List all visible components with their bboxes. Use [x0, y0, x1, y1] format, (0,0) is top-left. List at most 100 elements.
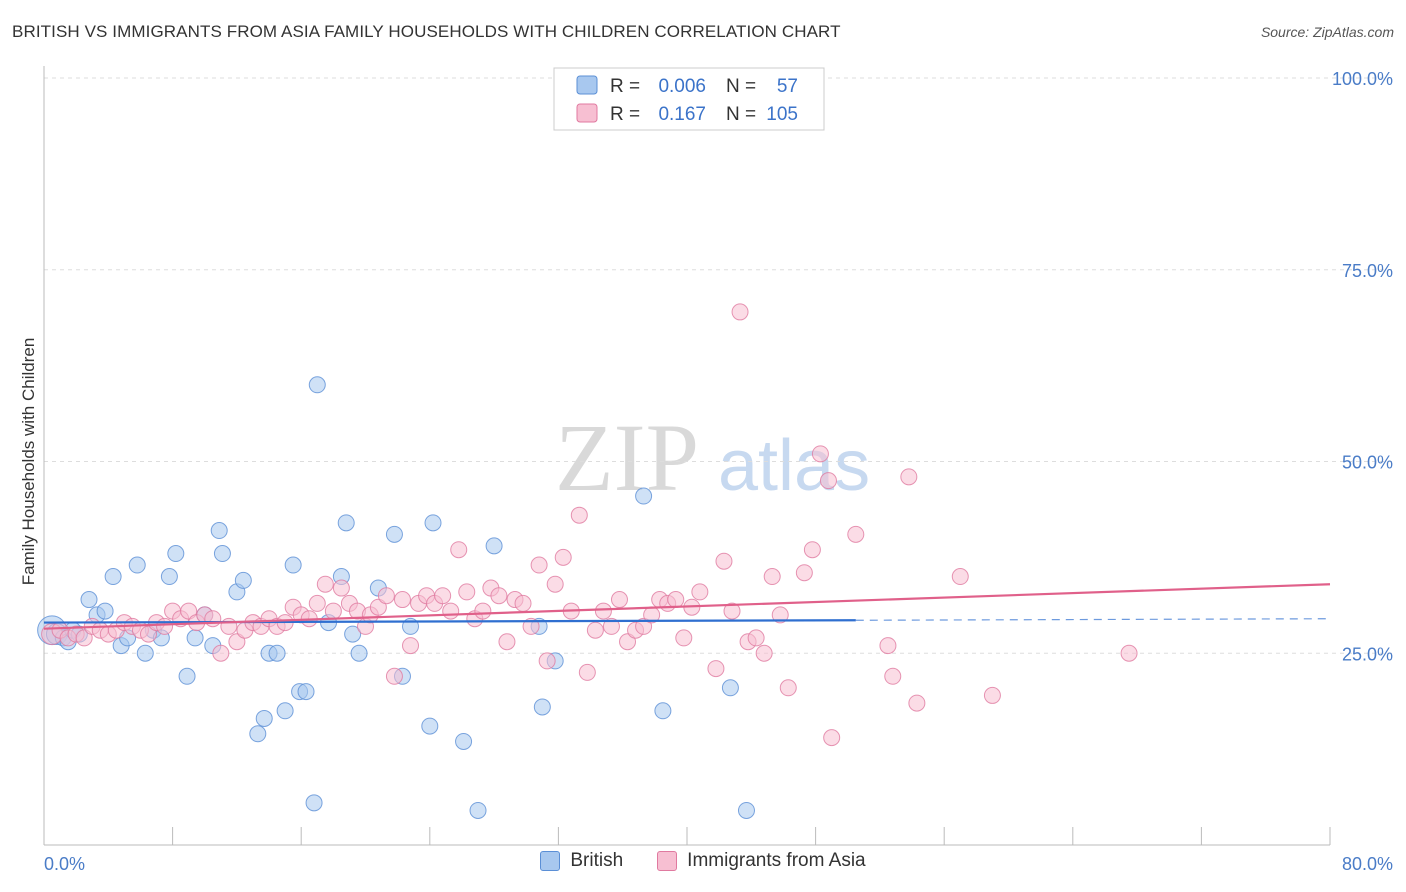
british-point: [297, 683, 315, 701]
british-point: [104, 568, 122, 586]
legend-british-r-value: 0.006: [658, 76, 706, 97]
asia-point: [434, 587, 452, 605]
y-axis-label: Family Households with Children: [19, 338, 38, 586]
asia-point: [578, 663, 596, 681]
british-point: [737, 801, 755, 819]
watermark-zip: ZIP: [555, 404, 699, 511]
british-point: [186, 629, 204, 647]
british-point: [635, 487, 653, 505]
british-point: [96, 602, 114, 620]
asia-point: [908, 694, 926, 712]
legend-item-asia: Immigrants from Asia: [657, 850, 866, 872]
legend-british-n-value: 57: [777, 76, 798, 97]
british-point: [255, 709, 273, 727]
legend-asia-n-value: 105: [766, 104, 798, 125]
british-point: [128, 556, 146, 574]
british-trend-line: [43, 619, 856, 624]
legend-label-asia: Immigrants from Asia: [687, 850, 866, 871]
british-point: [210, 522, 228, 540]
asia-point: [691, 583, 709, 601]
british-point: [533, 698, 551, 716]
asia-point: [779, 679, 797, 697]
british-point: [385, 525, 403, 543]
british-point: [337, 514, 355, 532]
asia-point: [570, 506, 588, 524]
asia-point: [204, 610, 222, 628]
british-point: [485, 537, 503, 555]
asia-point: [393, 591, 411, 609]
asia-point: [675, 629, 693, 647]
asia-point: [538, 652, 556, 670]
asia-point: [474, 602, 492, 620]
asia-point: [369, 598, 387, 616]
asia-point: [884, 667, 902, 685]
british-point: [284, 556, 302, 574]
british-point: [424, 514, 442, 532]
legend-asia-n-label: N =: [726, 104, 756, 125]
asia-point: [667, 591, 685, 609]
legend-british-n-label: N =: [726, 76, 756, 97]
british-point: [276, 702, 294, 720]
asia-point: [385, 667, 403, 685]
asia-point: [458, 583, 476, 601]
asia-point: [795, 564, 813, 582]
chart-title: BRITISH VS IMMIGRANTS FROM ASIA FAMILY H…: [12, 22, 841, 41]
british-point: [136, 644, 154, 662]
asia-point: [514, 594, 532, 612]
asia-point: [402, 637, 420, 655]
legend-british-r-label: R =: [610, 76, 640, 97]
asia-points: [41, 303, 1138, 747]
asia-point: [635, 617, 653, 635]
asia-point: [819, 472, 837, 490]
legend-asia-r-label: R =: [610, 104, 640, 125]
asia-point: [554, 548, 572, 566]
asia-point: [228, 633, 246, 651]
asia-point: [450, 541, 468, 559]
british-point: [421, 717, 439, 735]
asia-point: [220, 617, 238, 635]
british-point: [721, 679, 739, 697]
asia-point: [442, 602, 460, 620]
asia-point: [180, 602, 198, 620]
y-tick-label: 100.0%: [1332, 69, 1393, 89]
british-point: [80, 591, 98, 609]
asia-point: [498, 633, 516, 651]
asia-point: [823, 729, 841, 747]
british-point: [234, 571, 252, 589]
y-tick-label: 25.0%: [1342, 644, 1393, 664]
asia-point: [602, 617, 620, 635]
trend-lines: [43, 583, 1331, 630]
legend-item-british: British: [540, 850, 623, 872]
british-point: [350, 644, 368, 662]
asia-point: [723, 602, 741, 620]
british-point: [167, 545, 185, 563]
watermark-atlas: atlas: [718, 426, 870, 506]
bottom-legend: British Immigrants from Asia: [0, 850, 1406, 872]
british-point: [160, 568, 178, 586]
asia-point: [755, 644, 773, 662]
british-point: [213, 545, 231, 563]
asia-point: [586, 621, 604, 639]
asia-point: [546, 575, 564, 593]
legend-box: R = 0.006 N = 57 R = 0.167 N = 105: [553, 67, 825, 131]
british-point: [455, 732, 473, 750]
asia-point: [803, 541, 821, 559]
asia-swatch: [657, 851, 678, 871]
y-tick-label: 50.0%: [1342, 453, 1393, 473]
british-point: [469, 801, 487, 819]
asia-point: [594, 602, 612, 620]
asia-point: [490, 587, 508, 605]
asia-point: [763, 568, 781, 586]
asia-point: [332, 579, 350, 597]
british-point: [344, 625, 362, 643]
asia-point: [747, 629, 765, 647]
asia-point: [715, 552, 733, 570]
asia-point: [771, 606, 789, 624]
asia-point: [900, 468, 918, 486]
asia-point: [983, 686, 1001, 704]
source-label: Source: ZipAtlas.com: [1260, 24, 1394, 40]
asia-point: [156, 617, 174, 635]
axes: [43, 66, 1331, 846]
asia-point: [324, 602, 342, 620]
